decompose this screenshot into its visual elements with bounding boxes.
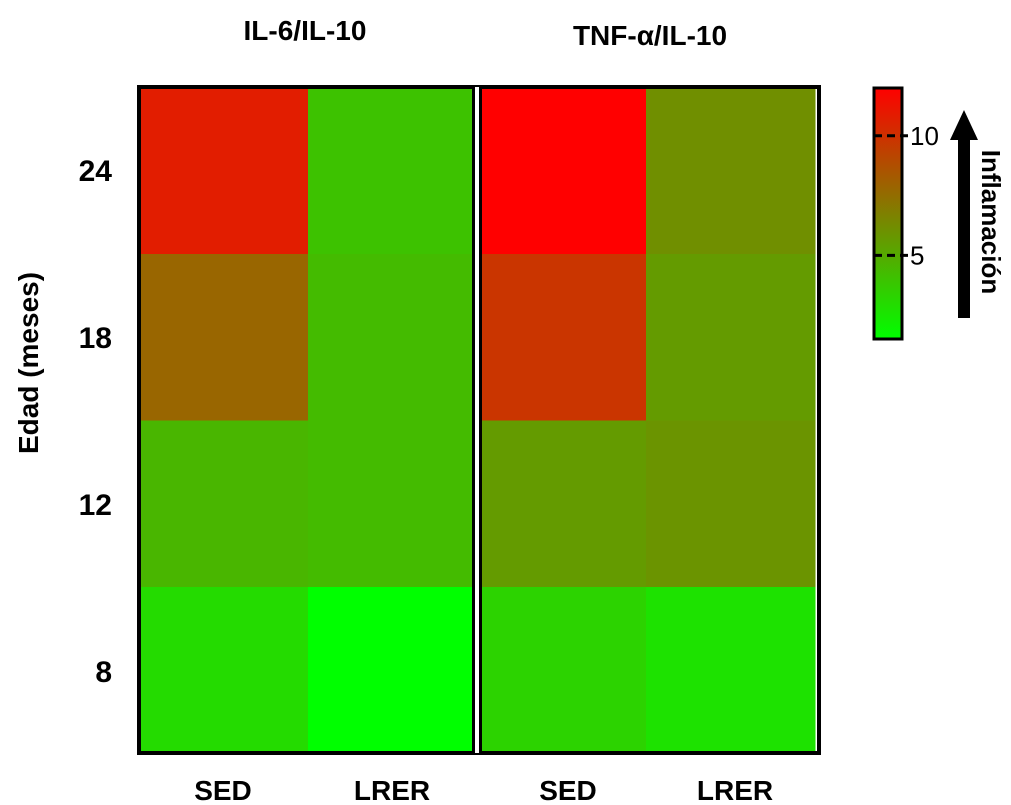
row-label-18: 18: [79, 322, 112, 355]
heatmap-cell: [646, 253, 816, 421]
heatmap-cell: [477, 420, 647, 587]
heatmap-cell: [308, 420, 478, 587]
heatmap-cell: [477, 87, 647, 254]
panel-title-il6: IL-6/IL-10: [244, 15, 367, 46]
column-label-sed-1: SED: [194, 775, 252, 805]
colorbar-ticks: 5 10: [874, 121, 939, 270]
heatmap-cell: [308, 586, 478, 754]
colorbar-label: Inflamación: [976, 150, 1006, 294]
inflammation-arrow-icon: [950, 110, 978, 140]
column-label-sed-2: SED: [539, 775, 597, 805]
heatmap-cell: [477, 253, 647, 421]
heatmap-cell: [139, 420, 309, 587]
row-label-12: 12: [79, 489, 112, 522]
column-label-lrer-2: LRER: [697, 775, 773, 805]
colorbar-tick-label: 5: [910, 240, 924, 270]
colorbar-tick-label: 10: [910, 121, 939, 151]
colorbar: [872, 86, 904, 341]
heatmap-cell: [646, 586, 816, 754]
heatmap-cell: [646, 87, 816, 254]
panel-title-tnf: TNF-α/IL-10: [573, 20, 727, 51]
heatmap-cell: [646, 420, 816, 587]
heatmap-cell: [139, 87, 309, 254]
y-axis-label: Edad (meses): [13, 272, 44, 454]
heatmap-cell: [308, 87, 478, 254]
heatmap-cell: [477, 586, 647, 754]
row-label-24: 24: [79, 155, 113, 188]
heatmap-cell: [139, 253, 309, 421]
heatmap-cell: [308, 253, 478, 421]
heatmap-cell: [139, 586, 309, 754]
heatmap-cells: [139, 87, 816, 754]
column-label-lrer-1: LRER: [354, 775, 430, 805]
row-label-8: 8: [95, 656, 112, 689]
inflammation-arrow-shaft: [958, 140, 970, 318]
